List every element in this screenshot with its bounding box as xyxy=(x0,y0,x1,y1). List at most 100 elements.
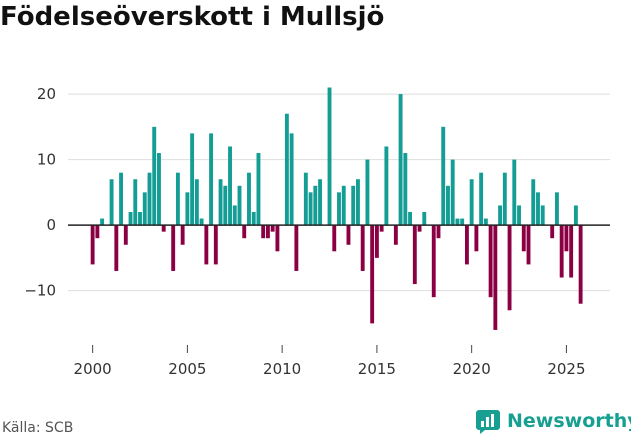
x-tick-label: 2025 xyxy=(547,360,585,378)
bar xyxy=(379,225,384,232)
brand-logo: Newsworthy xyxy=(475,408,631,434)
bar-series xyxy=(90,87,583,330)
bar xyxy=(337,192,341,226)
bar xyxy=(175,172,180,226)
bar xyxy=(142,192,147,226)
bar xyxy=(393,225,398,245)
y-tick-label: −10 xyxy=(24,282,56,300)
bar xyxy=(199,218,204,226)
y-tick-label: 0 xyxy=(46,216,56,234)
bar xyxy=(403,153,408,226)
bar xyxy=(479,172,484,226)
bar xyxy=(147,172,152,226)
bar xyxy=(540,205,545,226)
bar xyxy=(119,172,123,226)
bar xyxy=(114,225,119,271)
bar xyxy=(223,185,228,226)
x-tick-label: 2005 xyxy=(168,360,206,378)
bar xyxy=(536,192,540,226)
bar xyxy=(455,218,460,226)
bar xyxy=(294,225,299,271)
bar xyxy=(218,179,223,226)
bar xyxy=(180,225,185,245)
bar xyxy=(128,212,133,226)
bar xyxy=(308,192,313,226)
bar xyxy=(261,225,266,239)
bar xyxy=(507,225,512,311)
bar xyxy=(422,212,427,226)
bar xyxy=(469,179,474,226)
bar xyxy=(138,212,142,226)
bar xyxy=(531,179,536,226)
bar xyxy=(398,94,403,226)
bar xyxy=(289,133,294,226)
bar xyxy=(242,225,247,239)
bar xyxy=(284,113,289,226)
newsworthy-logo-icon xyxy=(476,410,500,434)
bar xyxy=(318,179,322,226)
bar xyxy=(488,225,493,298)
bar xyxy=(109,179,114,226)
bar xyxy=(247,172,251,226)
bar xyxy=(351,185,356,226)
bar xyxy=(384,146,389,226)
x-tick-label: 2000 xyxy=(74,360,112,378)
bar xyxy=(569,225,574,278)
chart-title: Födelseöverskott i Mullsjö xyxy=(0,2,385,32)
bar xyxy=(517,205,521,226)
bar xyxy=(232,205,237,226)
bar xyxy=(265,225,270,239)
bar xyxy=(474,225,479,252)
bar xyxy=(564,225,569,252)
bar xyxy=(498,205,503,226)
bar xyxy=(256,153,261,226)
x-axis-ticks: 2000 2005 2010 2015 2020 2025 xyxy=(74,345,586,378)
bar xyxy=(374,225,379,258)
bar xyxy=(441,126,446,226)
bar xyxy=(332,225,337,252)
bar xyxy=(412,225,417,285)
bar xyxy=(157,153,161,226)
bar xyxy=(228,146,232,226)
bar xyxy=(161,225,166,232)
bar xyxy=(100,218,105,226)
bar xyxy=(578,225,583,304)
bar xyxy=(275,225,280,252)
bar xyxy=(213,225,218,265)
y-tick-label: 20 xyxy=(37,85,56,103)
bar xyxy=(209,133,214,226)
bar xyxy=(559,225,564,278)
bar xyxy=(133,179,138,226)
bar xyxy=(502,172,507,226)
brand-name: Newsworthy xyxy=(507,410,631,432)
bar xyxy=(493,225,498,330)
bar xyxy=(460,218,465,226)
bar xyxy=(204,225,209,265)
x-tick-label: 2010 xyxy=(263,360,301,378)
bar xyxy=(436,225,441,239)
y-axis-ticks: 20 10 0 −10 xyxy=(24,85,56,300)
x-tick-label: 2015 xyxy=(358,360,396,378)
y-tick-label: 10 xyxy=(37,151,56,169)
bar xyxy=(194,179,199,226)
bar xyxy=(303,172,308,226)
bar xyxy=(95,225,100,239)
bar xyxy=(512,159,517,226)
bar xyxy=(446,185,450,226)
bar xyxy=(360,225,365,271)
x-tick-label: 2020 xyxy=(453,360,491,378)
bar xyxy=(521,225,526,252)
bar xyxy=(152,126,157,226)
bar xyxy=(417,225,422,232)
source-label: Källa: SCB xyxy=(2,420,74,436)
bar xyxy=(190,133,195,226)
bar xyxy=(346,225,351,245)
bar xyxy=(251,212,256,226)
bar xyxy=(431,225,436,298)
bar xyxy=(185,192,190,226)
bar xyxy=(450,159,455,226)
bar xyxy=(270,225,275,232)
bar xyxy=(327,87,332,226)
bar xyxy=(526,225,531,265)
